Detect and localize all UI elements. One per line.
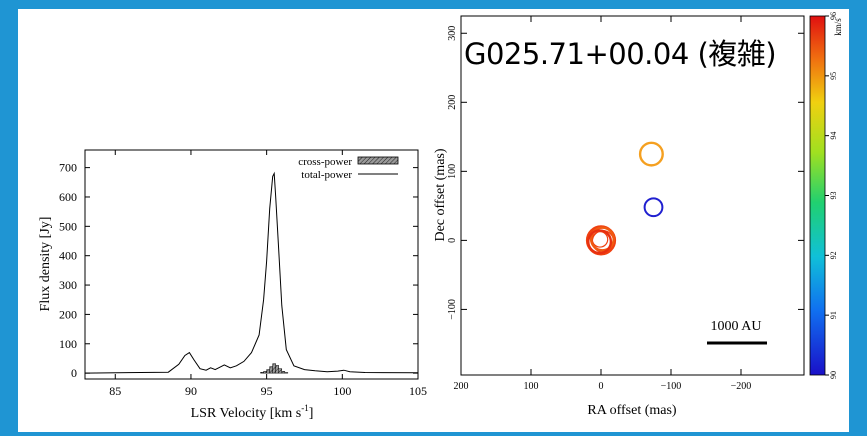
cross-power-bar [263,371,267,374]
spectrum-x-tick-label: 85 [109,384,121,398]
spectrum-chart: 85 90 95 100 105 0 100 200 300 400 500 600 700 cros… [38,149,427,421]
cross-power-bar [281,371,286,374]
cross-power-bar [260,371,264,374]
map-x-axis-label: RA offset (mas) [587,403,677,418]
legend-label-cross-power: cross-power [298,156,352,168]
colorbar-tick-label: 95 [829,72,838,80]
spectrum-y-tick-label: 400 [59,249,77,263]
spectrum-y-tick-label: 300 [59,278,77,292]
spectrum-y-tick-label: 100 [59,337,77,351]
colorbar-unit: km/s [833,18,843,36]
total-power-line [84,171,419,374]
cross-power-bar [266,369,270,374]
map-y-tick-label: 300 [447,26,458,41]
map-y-tick-label: 100 [447,164,458,179]
map-x-tick-label: 100 [524,381,539,392]
map-y-axis-label: Dec offset (mas) [433,148,448,241]
velocity-colorbar: 90 91 92 93 94 95 96 km/s [809,12,843,379]
spectrum-legend: cross-power total-power [298,156,399,181]
map-plot-frame [460,15,805,376]
spectrum-plot-frame [84,149,419,380]
spectrum-x-tick-label: 105 [409,384,427,398]
cross-power-bar [284,372,289,374]
scale-bar-label: 1000 AU [711,319,762,334]
map-x-tick-label: 200 [454,381,469,392]
maser-spot [589,226,615,252]
spectrum-y-tick-label: 200 [59,307,77,321]
maser-spot [587,229,613,255]
spectrum-y-tick-label: 700 [59,161,77,175]
map-x-tick-label: −200 [731,381,752,392]
slide-title: G025.71+00.04 (複雑) [464,37,777,71]
legend-label-total-power: total-power [301,169,352,181]
spectrum-y-axis-label: Flux density [Jy] [38,217,53,312]
colorbar-gradient [809,15,826,376]
spectrum-y-tick-label: 600 [59,190,77,204]
spectrum-y-tick-label: 500 [59,219,77,233]
figure: 85 90 95 100 105 0 100 200 300 400 500 600 700 cros… [38,12,843,421]
spectrum-x-axis-label: LSR Velocity [km s-1] [191,403,314,421]
slide: 85 90 95 100 105 0 100 200 300 400 500 600 700 cros… [18,9,849,432]
map-y-tick-label: 0 [447,238,458,243]
cross-power-bars [260,363,289,374]
map-x-tick-label: 0 [599,381,604,392]
map-y-tick-label: 200 [447,95,458,110]
colorbar-tick-label: 92 [829,251,838,259]
maser-spot [591,231,609,248]
map-y-tick-label: −100 [447,299,458,320]
map-x-tick-label: −100 [661,381,682,392]
spectrum-y-tick-label: 0 [71,366,77,380]
legend-swatch-cross-power [357,156,399,165]
colorbar-tick-label: 93 [829,192,838,200]
maser-spots [585,141,664,256]
maser-spot [638,141,664,167]
maser-spot [643,197,664,218]
spectrum-x-tick-label: 90 [185,384,197,398]
cross-power-bar [269,366,273,374]
spectrum-x-tick-label: 95 [261,384,273,398]
cross-power-bar [272,363,276,374]
colorbar-tick-label: 94 [829,132,838,140]
cross-power-bar [278,368,283,374]
colorbar-tick-label: 91 [829,311,838,319]
spectrum-x-tick-label: 100 [333,384,351,398]
maser-map-chart: 200 100 0 −100 −200 −100 0 100 200 300 1000 AU R… [433,12,843,418]
colorbar-tick-label: 96 [829,12,838,20]
cross-power-bar [275,365,279,374]
scale-bar: 1000 AU [707,319,767,345]
colorbar-tick-label: 90 [829,371,838,379]
